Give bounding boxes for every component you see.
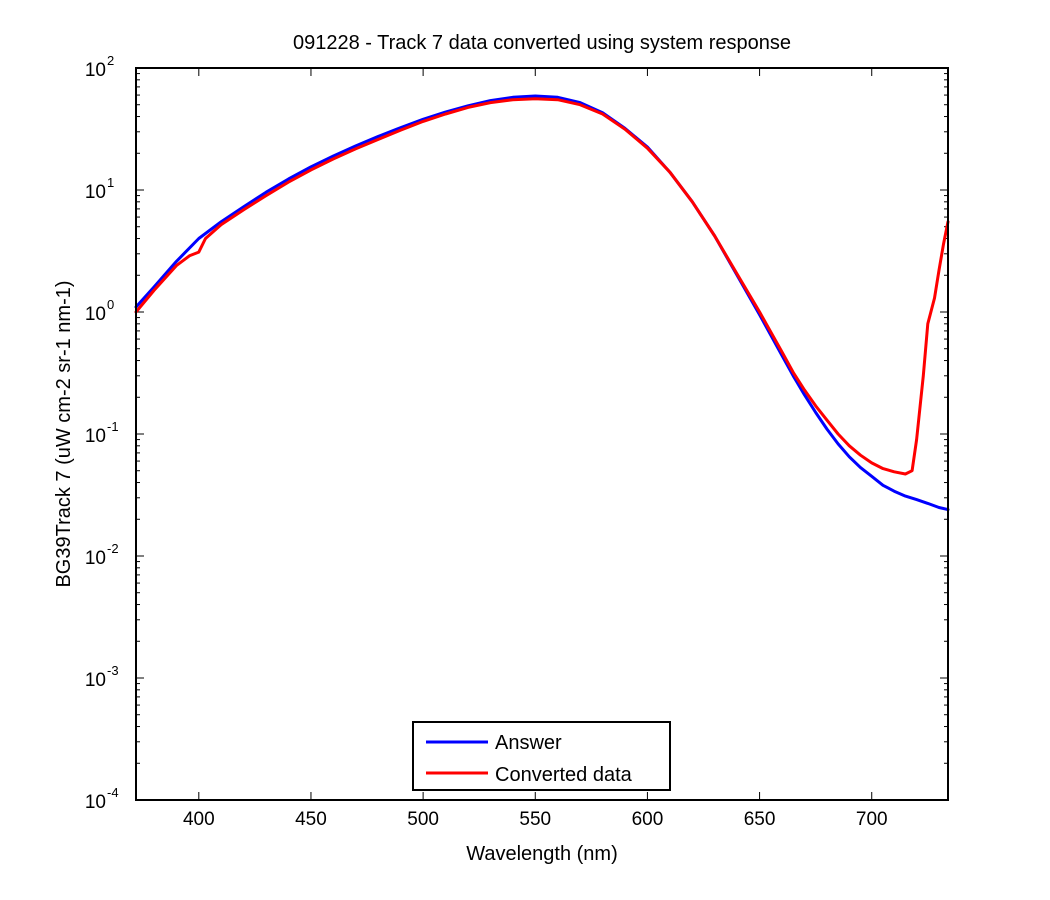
y-tick-label-exponent: -2: [107, 541, 119, 556]
series-line-converted-data: [134, 97, 950, 476]
y-tick-label-base: 10: [85, 60, 106, 81]
x-axis-label: Wavelength (nm): [466, 843, 618, 865]
x-axis-ticks: 400 450 500 550 600 650 700: [183, 68, 888, 830]
y-tick-label-exponent: -3: [107, 663, 119, 678]
y-tick-label-base: 10: [85, 426, 106, 447]
x-tick-label: 500: [407, 809, 439, 830]
y-tick-label-exponent: 1: [107, 175, 114, 190]
legend: Answer Converted data: [412, 721, 671, 791]
legend-label-answer: Answer: [495, 732, 562, 754]
y-tick-label-exponent: -1: [107, 419, 119, 434]
series-layer: [134, 94, 950, 512]
legend-box: [412, 721, 671, 791]
y-tick-label-exponent: 2: [107, 53, 114, 68]
y-tick-label-exponent: 0: [107, 297, 114, 312]
y-tick-label-base: 10: [85, 182, 106, 203]
x-tick-label: 550: [519, 809, 551, 830]
x-tick-label: 700: [856, 809, 888, 830]
y-tick-label-base: 10: [85, 304, 106, 325]
plot-area: [136, 68, 948, 800]
y-tick-label-base: 10: [85, 670, 106, 691]
x-tick-label: 600: [632, 809, 664, 830]
x-tick-label: 400: [183, 809, 215, 830]
x-tick-label: 650: [744, 809, 776, 830]
y-tick-label-base: 10: [85, 792, 106, 813]
chart-title: 091228 - Track 7 data converted using sy…: [293, 32, 791, 54]
y-axis-label: BG39Track 7 (uW cm-2 sr-1 nm-1): [53, 280, 75, 587]
y-tick-label-base: 10: [85, 548, 106, 569]
y-tick-label-exponent: -4: [107, 785, 119, 800]
plot-frame: [135, 67, 949, 801]
legend-label-converted-data: Converted data: [495, 764, 633, 786]
x-tick-label: 450: [295, 809, 327, 830]
